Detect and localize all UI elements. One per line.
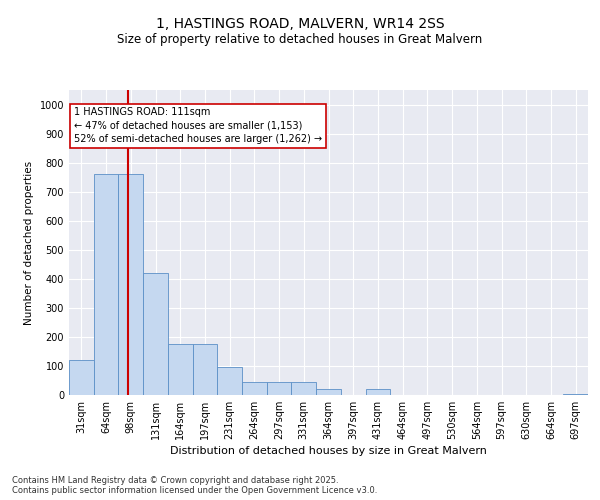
- Bar: [267, 382, 292, 395]
- Bar: [292, 382, 316, 395]
- Text: Contains HM Land Registry data © Crown copyright and database right 2025.
Contai: Contains HM Land Registry data © Crown c…: [12, 476, 377, 495]
- Bar: [316, 389, 341, 395]
- Bar: [217, 368, 242, 395]
- Bar: [365, 389, 390, 395]
- Bar: [118, 174, 143, 395]
- Bar: [563, 394, 588, 395]
- Bar: [168, 344, 193, 395]
- Bar: [94, 174, 118, 395]
- Text: Size of property relative to detached houses in Great Malvern: Size of property relative to detached ho…: [118, 32, 482, 46]
- Y-axis label: Number of detached properties: Number of detached properties: [24, 160, 34, 324]
- Text: 1, HASTINGS ROAD, MALVERN, WR14 2SS: 1, HASTINGS ROAD, MALVERN, WR14 2SS: [155, 18, 445, 32]
- X-axis label: Distribution of detached houses by size in Great Malvern: Distribution of detached houses by size …: [170, 446, 487, 456]
- Bar: [242, 382, 267, 395]
- Bar: [69, 360, 94, 395]
- Text: 1 HASTINGS ROAD: 111sqm
← 47% of detached houses are smaller (1,153)
52% of semi: 1 HASTINGS ROAD: 111sqm ← 47% of detache…: [74, 108, 322, 144]
- Bar: [143, 273, 168, 395]
- Bar: [193, 344, 217, 395]
